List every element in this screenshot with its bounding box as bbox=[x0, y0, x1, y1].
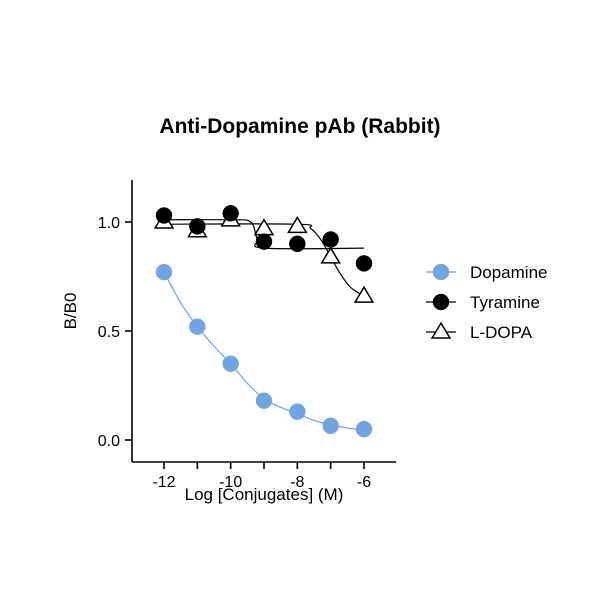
l-dopa-point bbox=[253, 218, 275, 236]
y-axis-label: B/B0 bbox=[61, 293, 80, 330]
chart-title: Anti-Dopamine pAb (Rabbit) bbox=[159, 115, 440, 138]
tyramine-point bbox=[355, 255, 373, 272]
dopamine-point bbox=[222, 355, 239, 372]
x-tick-label: -12 bbox=[152, 474, 175, 491]
y-tick-label: 1.0 bbox=[98, 215, 120, 232]
dopamine-point bbox=[189, 318, 206, 335]
dopamine-point bbox=[255, 392, 273, 410]
l-dopa-fit-line bbox=[163, 223, 365, 297]
tyramine-point bbox=[155, 207, 173, 224]
x-tick-label: -6 bbox=[357, 474, 371, 491]
legend-marker bbox=[432, 263, 450, 281]
dopamine-point bbox=[322, 417, 339, 435]
l-dopa-point bbox=[320, 246, 341, 264]
tyramine-point bbox=[289, 235, 306, 253]
plot-area: 0.0 0.5 1.0 -12 -10 -8 -6 bbox=[98, 180, 396, 491]
legend-label: L-DOPA bbox=[470, 323, 533, 342]
y-tick-label: 0.0 bbox=[98, 433, 120, 450]
l-dopa-point bbox=[353, 285, 375, 303]
tyramine-point bbox=[189, 218, 206, 235]
legend-item-dopamine: Dopamine bbox=[426, 263, 548, 282]
legend-marker bbox=[432, 293, 450, 311]
y-tick-label: 0.5 bbox=[98, 324, 120, 341]
l-dopa-point bbox=[287, 215, 308, 234]
legend-label: Tyramine bbox=[470, 293, 540, 312]
tyramine-point bbox=[222, 205, 239, 222]
dopamine-point bbox=[155, 263, 173, 281]
legend-marker bbox=[430, 321, 452, 339]
legend-item-l-dopa: L-DOPA bbox=[426, 321, 533, 342]
tyramine-point bbox=[255, 233, 273, 250]
legend-item-tyramine: Tyramine bbox=[426, 293, 540, 312]
x-axis-label: Log [Conjugates] (M) bbox=[185, 485, 344, 504]
legend: Dopamine Tyramine L-DOPA bbox=[426, 263, 548, 342]
tyramine-point bbox=[322, 231, 339, 248]
x-tick-label: -8 bbox=[290, 474, 304, 491]
dopamine-point bbox=[289, 403, 306, 420]
legend-label: Dopamine bbox=[470, 263, 548, 282]
dopamine-point bbox=[355, 420, 373, 438]
x-tick-label: -10 bbox=[219, 474, 242, 491]
